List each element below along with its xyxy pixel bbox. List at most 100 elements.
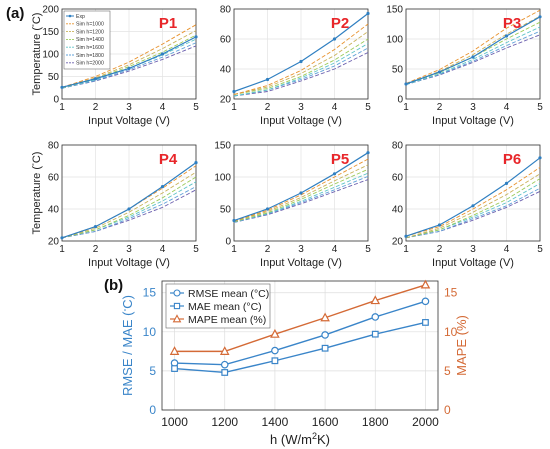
subplot-title: P6 bbox=[503, 151, 521, 168]
series-line-2 bbox=[174, 284, 426, 353]
subplot-title: P4 bbox=[159, 151, 178, 168]
y-tick-label: 20 bbox=[48, 237, 60, 248]
legend-marker-square bbox=[173, 302, 181, 310]
exp-marker bbox=[538, 15, 542, 19]
subplot-title: P2 bbox=[331, 15, 349, 32]
marker-triangle bbox=[219, 346, 230, 355]
x-tick-label: 1200 bbox=[211, 415, 238, 429]
plot-frame bbox=[405, 8, 541, 100]
series-sim-line bbox=[405, 178, 541, 239]
legend-text-degree: ° bbox=[246, 301, 250, 313]
series-sim-line bbox=[233, 31, 369, 95]
x-tick-label: 2 bbox=[265, 244, 271, 255]
legend-entry-label: Sim h=1800 bbox=[76, 53, 104, 59]
y-tick-label: 80 bbox=[48, 141, 60, 152]
x-axis-label: Input Voltage (V) bbox=[260, 257, 342, 269]
plot-frame bbox=[161, 280, 439, 411]
marker-triangle bbox=[320, 312, 330, 322]
y-tick-label: 50 bbox=[220, 205, 232, 216]
exp-marker bbox=[232, 89, 236, 94]
x-tick-label: 1 bbox=[231, 244, 237, 255]
y-tick-label-left: 15 bbox=[143, 286, 157, 300]
series-sim-line bbox=[233, 38, 369, 95]
exp-marker bbox=[127, 207, 131, 211]
x-axis-label: Input Voltage (V) bbox=[88, 257, 170, 269]
exp-marker bbox=[332, 172, 337, 176]
y-tick-label: 150 bbox=[42, 27, 59, 38]
y-tick-label: 60 bbox=[220, 35, 232, 46]
exp-marker bbox=[160, 52, 165, 56]
x-tick-label: 2 bbox=[93, 102, 99, 113]
marker-square bbox=[422, 319, 429, 326]
x-tick-label: 3 bbox=[126, 102, 132, 113]
y-tick-label-left: 0 bbox=[149, 403, 156, 417]
x-tick-label: 1000 bbox=[161, 415, 188, 429]
exp-marker bbox=[265, 207, 270, 211]
marker-circle bbox=[271, 346, 279, 355]
y-axis-label-left: RMSE / MAE (°C) bbox=[120, 295, 135, 396]
marker-triangle bbox=[420, 279, 431, 289]
y-tick-label-left: 5 bbox=[149, 364, 156, 378]
x-tick-label: 2 bbox=[265, 102, 271, 113]
exp-marker bbox=[299, 191, 303, 195]
y-axis-label-left-part: C) bbox=[120, 295, 135, 309]
x-tick-label: 4 bbox=[332, 244, 338, 255]
y-tick-label-right: 10 bbox=[444, 325, 458, 339]
legend-box bbox=[63, 10, 111, 70]
y-axis-label-part: Temperature ( bbox=[31, 27, 43, 96]
y-axis-label-left-part: RMSE / MAE ( bbox=[120, 311, 135, 396]
exp-marker bbox=[160, 185, 165, 189]
y-axis-label-part: Temperature ( bbox=[31, 166, 43, 235]
x-tick-label: 2 bbox=[437, 102, 443, 113]
marker-triangle bbox=[270, 328, 280, 338]
series-sim-line bbox=[405, 187, 541, 239]
exp-marker bbox=[299, 59, 303, 64]
y-axis-label-degree: ° bbox=[31, 24, 39, 27]
plot-frame bbox=[61, 144, 197, 242]
series-sim-line bbox=[405, 30, 541, 86]
y-axis-label: Temperature (°C) bbox=[31, 13, 44, 96]
panel-a-label: (a) bbox=[6, 5, 24, 22]
legend-entry-label: Sim h=1200 bbox=[76, 29, 104, 35]
legend-entry-label: Exp bbox=[76, 14, 85, 20]
series-line-0 bbox=[174, 300, 426, 366]
x-tick-label: 4 bbox=[160, 102, 166, 113]
exp-marker bbox=[60, 236, 64, 240]
marker-triangle bbox=[370, 295, 381, 305]
exp-marker bbox=[437, 223, 442, 227]
legend-b: RMSE mean (°C)MAE mean (°C)MAPE mean (%) bbox=[165, 283, 271, 329]
series-sim-line bbox=[233, 158, 369, 222]
series-sim-line bbox=[233, 47, 369, 97]
x-tick-label: 3 bbox=[298, 102, 304, 113]
marker-circle bbox=[220, 360, 229, 369]
exp-marker bbox=[93, 77, 98, 81]
x-axis-label: Input Voltage (V) bbox=[88, 115, 170, 127]
legend-entry-label: MAE mean (°C) bbox=[188, 301, 262, 313]
series-sim-line bbox=[61, 45, 197, 89]
y-tick-label-right: 0 bbox=[444, 403, 451, 417]
legend-text-part: C) bbox=[251, 301, 262, 313]
legend-entry-label: Sim h=2000 bbox=[76, 61, 104, 67]
y-tick-label: 150 bbox=[214, 141, 231, 152]
y-tick-label: 0 bbox=[53, 95, 59, 106]
series-sim-line bbox=[233, 52, 369, 97]
marker-circle bbox=[321, 331, 329, 339]
series-sim-line bbox=[405, 167, 541, 237]
subplot-P6: 1 2 3 4 5 20 40 60 80 P6 Input Voltage (V) bbox=[392, 141, 543, 270]
legend-marker-triangle bbox=[172, 314, 182, 323]
y-tick-label: 0 bbox=[225, 237, 231, 248]
marker-square bbox=[271, 357, 279, 365]
series-sim-line bbox=[233, 179, 369, 223]
x-tick-label: 3 bbox=[298, 244, 304, 255]
marker-square bbox=[371, 330, 379, 338]
exp-marker bbox=[538, 156, 542, 160]
plot-frame bbox=[405, 144, 541, 242]
exp-marker bbox=[504, 34, 509, 38]
legend-marker-circle bbox=[173, 289, 181, 297]
y-tick-label-left: 10 bbox=[143, 325, 157, 339]
legend-text-part: MAE mean ( bbox=[188, 301, 247, 313]
x-tick-label: 1600 bbox=[312, 415, 339, 429]
